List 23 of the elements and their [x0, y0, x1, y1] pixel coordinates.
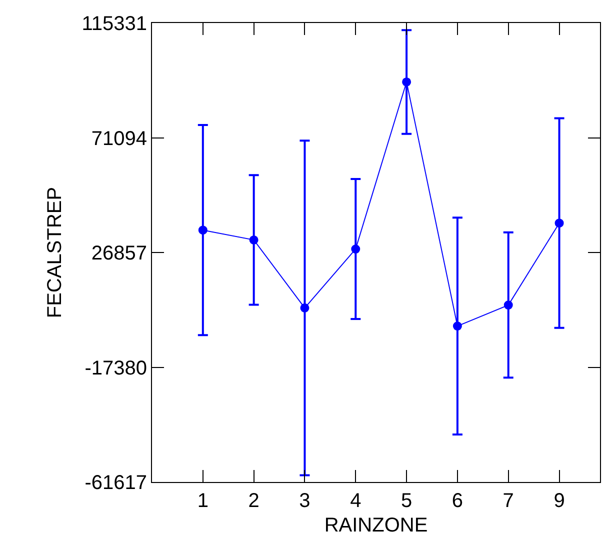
x-tick-label: 4: [350, 490, 362, 512]
point: [452, 322, 462, 331]
x-tick-label: 9: [554, 490, 565, 512]
point: [300, 303, 310, 312]
point: [249, 235, 258, 244]
x-tick-label: 3: [299, 490, 310, 512]
point: [504, 300, 513, 310]
x-axis-title: RAINZONE: [324, 514, 428, 536]
y-tick-label: -61617: [84, 472, 147, 494]
y-tick-label: -17380: [84, 357, 147, 380]
x-tick-label: 7: [502, 490, 514, 512]
point: [402, 77, 412, 86]
x-tick-label: 5: [400, 490, 412, 512]
point: [351, 244, 360, 254]
y-tick-label: 26857: [91, 242, 147, 264]
x-tick-label: 6: [452, 490, 464, 512]
x-tick-label: 2: [248, 490, 260, 512]
x-tick-label: 1: [197, 490, 208, 512]
point: [198, 226, 208, 235]
y-tick-label: 71094: [91, 128, 147, 150]
y-axis-title: FECALSTREP: [44, 186, 66, 318]
y-tick-label: 115331: [82, 13, 147, 35]
point: [554, 218, 564, 228]
